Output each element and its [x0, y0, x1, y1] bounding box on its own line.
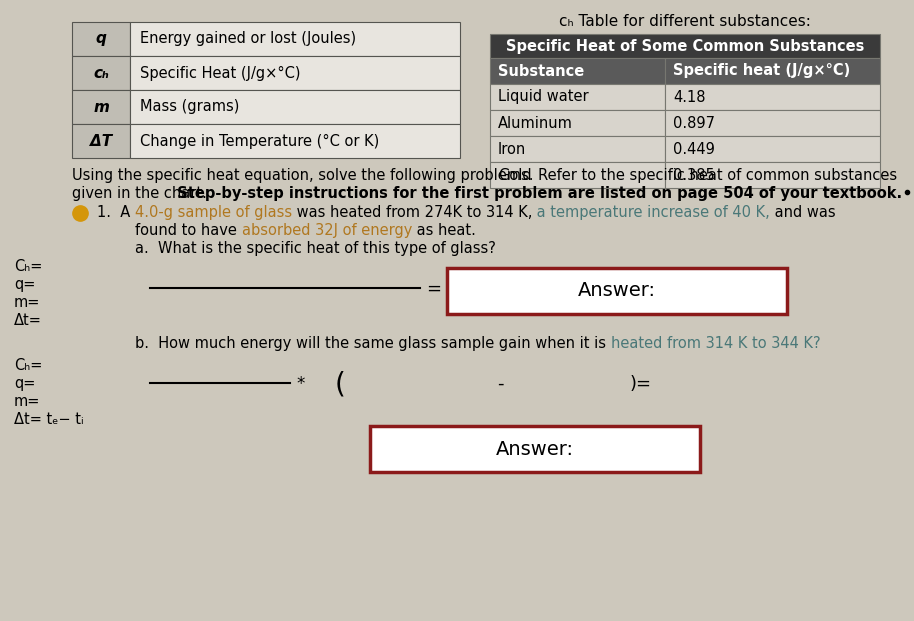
Text: Change in Temperature (°C or K): Change in Temperature (°C or K)	[140, 134, 379, 148]
Text: 1.  A: 1. A	[97, 205, 135, 220]
Text: m=: m=	[14, 394, 40, 409]
Bar	[72, 56, 130, 90]
Text: Substance: Substance	[498, 63, 584, 78]
Text: Δt= tₑ− tᵢ: Δt= tₑ− tᵢ	[14, 412, 83, 427]
Text: as heat.: as heat.	[412, 223, 476, 238]
Bar	[665, 110, 880, 136]
Text: Step-by-step instructions for the first problem are listed on page 504 of your t: Step-by-step instructions for the first …	[167, 186, 902, 201]
Text: b.  How much energy will the same glass sample gain when it is: b. How much energy will the same glass s…	[135, 336, 611, 351]
Text: 0.385: 0.385	[673, 168, 715, 183]
Bar	[665, 162, 880, 188]
Text: Specific Heat (J/g×°C): Specific Heat (J/g×°C)	[140, 65, 301, 81]
Text: Specific Heat of Some Common Substances: Specific Heat of Some Common Substances	[505, 39, 865, 53]
Bar	[447, 268, 787, 314]
Text: 0.449: 0.449	[673, 142, 715, 156]
Bar	[665, 58, 880, 84]
Text: Cₕ=: Cₕ=	[14, 259, 42, 274]
Text: Using the specific heat equation, solve the following problems. Refer to the spe: Using the specific heat equation, solve …	[72, 168, 898, 183]
Bar	[130, 56, 460, 90]
Text: )=: )=	[630, 375, 652, 393]
Text: m=: m=	[14, 295, 40, 310]
Bar	[72, 22, 130, 56]
Bar	[72, 90, 130, 124]
Text: Gold: Gold	[498, 168, 532, 183]
Bar	[490, 136, 665, 162]
Text: cₕ: cₕ	[93, 65, 109, 81]
Text: a temperature increase of 40 K,: a temperature increase of 40 K,	[532, 205, 771, 220]
Text: q: q	[96, 32, 106, 47]
Bar	[490, 162, 665, 188]
Text: a.  What is the specific heat of this type of glass?: a. What is the specific heat of this typ…	[135, 241, 496, 256]
Text: *: *	[296, 375, 304, 393]
Text: heated from 314 K to 344 K?: heated from 314 K to 344 K?	[611, 336, 820, 351]
Text: and was: and was	[771, 205, 835, 220]
Text: Cₕ=: Cₕ=	[14, 358, 42, 373]
Bar	[490, 110, 665, 136]
Text: Liquid water: Liquid water	[498, 89, 589, 104]
Bar	[72, 124, 130, 158]
Text: q=: q=	[14, 376, 36, 391]
Text: Mass (grams): Mass (grams)	[140, 99, 239, 114]
Bar	[130, 124, 460, 158]
Text: -: -	[496, 375, 504, 393]
Text: 4.18: 4.18	[673, 89, 706, 104]
Bar	[490, 34, 880, 58]
Text: 4.0-g sample of glass: 4.0-g sample of glass	[135, 205, 292, 220]
Bar	[130, 22, 460, 56]
Bar	[130, 90, 460, 124]
Text: Iron: Iron	[498, 142, 526, 156]
Text: found to have: found to have	[135, 223, 241, 238]
Text: =: =	[426, 280, 441, 298]
Bar	[490, 84, 665, 110]
Text: q=: q=	[14, 277, 36, 292]
Text: cₕ Table for different substances:: cₕ Table for different substances:	[559, 14, 811, 29]
Text: (: (	[335, 371, 345, 399]
Text: given in the chart.: given in the chart.	[72, 186, 207, 201]
Text: Aluminum: Aluminum	[498, 116, 573, 130]
Text: was heated from 274K to 314 K,: was heated from 274K to 314 K,	[292, 205, 532, 220]
Text: Answer:: Answer:	[496, 440, 574, 459]
Bar	[490, 58, 665, 84]
Text: absorbed 32J of energy: absorbed 32J of energy	[241, 223, 412, 238]
Text: Specific heat (J/g×°C): Specific heat (J/g×°C)	[673, 63, 850, 78]
Bar	[370, 426, 700, 472]
Bar	[665, 84, 880, 110]
Text: Energy gained or lost (Joules): Energy gained or lost (Joules)	[140, 32, 356, 47]
Text: 0.897: 0.897	[673, 116, 715, 130]
Bar	[665, 136, 880, 162]
Text: ΔT: ΔT	[90, 134, 112, 148]
Text: Δt=: Δt=	[14, 313, 42, 328]
Text: m: m	[93, 99, 109, 114]
Text: Answer:: Answer:	[578, 281, 656, 301]
